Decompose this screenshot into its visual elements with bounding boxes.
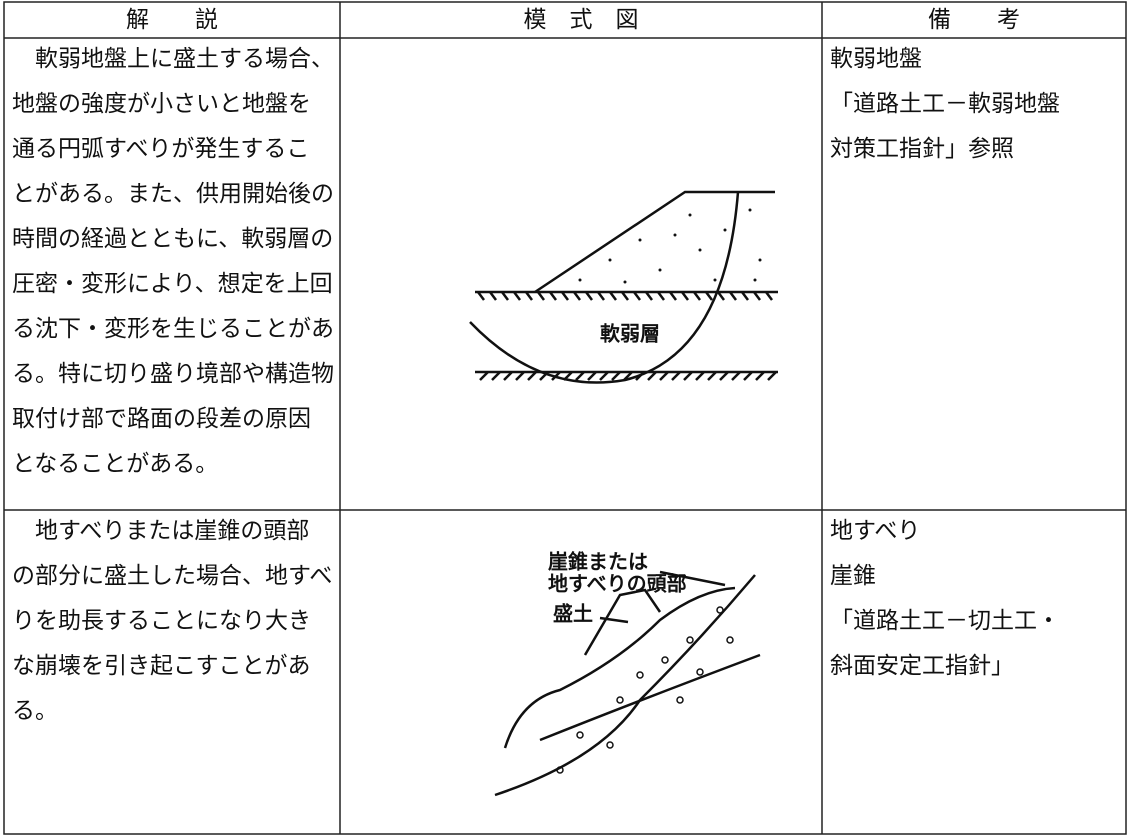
remarks-line: 「道路土工－軟弱地盤 bbox=[830, 91, 1060, 117]
explanation-line: 地すべりまたは崖錐の頭部 bbox=[12, 518, 309, 544]
column-header: 解 説 bbox=[126, 7, 218, 33]
diagram-soft-ground: 軟弱層 bbox=[469, 190, 778, 384]
explanation-line: 軟弱地盤上に盛土する場合、 bbox=[12, 46, 334, 72]
explanation-line: 通る円弧すべりが発生するこ bbox=[12, 136, 309, 162]
explanation-line: りを助長することになり大き bbox=[12, 608, 311, 634]
explanation-line: 地盤の強度が小さいと地盤を bbox=[12, 91, 311, 117]
diagram-label: 地すべりの頭部 bbox=[548, 572, 687, 596]
explanation-line: る。 bbox=[12, 698, 58, 724]
explanation-line: る沈下・変形を生じることがあ bbox=[12, 316, 334, 342]
diagram-label: 盛土 bbox=[553, 602, 593, 626]
diagram-label: 崖錐または bbox=[548, 550, 648, 574]
explanation-line: となることがある。 bbox=[12, 451, 218, 477]
remarks-line: 崖錐 bbox=[830, 563, 876, 589]
explanation-line: な崩壊を引き起こすことがあ bbox=[12, 653, 311, 679]
remarks-line: 斜面安定工指針」 bbox=[830, 653, 1014, 679]
explanation-line: の部分に盛土した場合、地すべ bbox=[12, 563, 332, 589]
explanation-line: とがある。また、供用開始後の bbox=[12, 181, 334, 207]
explanation-line: 時間の経過とともに、軟弱層の bbox=[12, 226, 333, 252]
remarks-line: 地すべり bbox=[830, 518, 920, 544]
table-grid bbox=[3, 1, 1127, 835]
explanation-line: る。特に切り盛り境部や構造物 bbox=[12, 361, 334, 387]
diagram-landslide: 崖錐または 地すべりの頭部 盛土 bbox=[494, 550, 761, 797]
diagram-label: 軟弱層 bbox=[600, 322, 660, 346]
remarks-line: 対策工指針」参照 bbox=[830, 136, 1014, 162]
explanation-line: 圧密・変形により、想定を上回 bbox=[12, 271, 333, 297]
remarks-line: 軟弱地盤 bbox=[830, 46, 922, 72]
column-header: 備 考 bbox=[928, 7, 1020, 33]
remarks-line: 「道路土工－切土工・ bbox=[830, 608, 1060, 634]
column-header: 模 式 図 bbox=[524, 7, 639, 33]
explanation-line: 取付け部で路面の段差の原因 bbox=[12, 406, 311, 432]
